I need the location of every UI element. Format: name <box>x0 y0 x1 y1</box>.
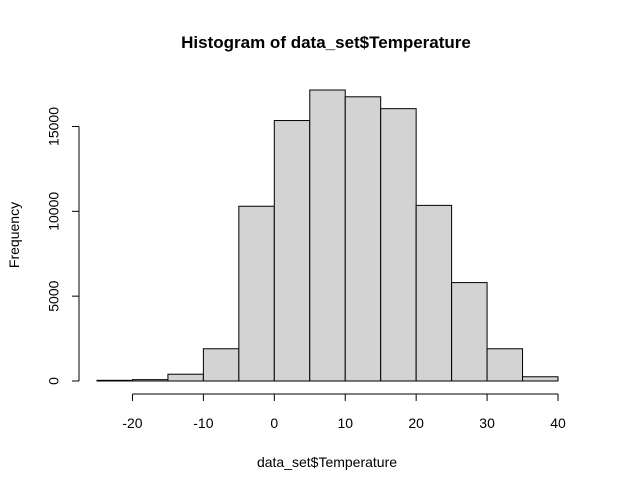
x-tick-label: 10 <box>337 415 353 431</box>
y-tick-label: 10000 <box>46 192 62 231</box>
x-tick-label: 0 <box>270 415 278 431</box>
x-tick-label: -10 <box>193 415 213 431</box>
x-axis-label: data_set$Temperature <box>257 454 397 470</box>
histogram-bar <box>131 379 169 382</box>
histogram-bar <box>522 376 559 382</box>
histogram-bar <box>273 120 311 382</box>
histogram-bar <box>96 379 133 382</box>
y-tick-label: 15000 <box>46 107 62 146</box>
x-axis-ticks: -20 -10 0 10 20 30 40 <box>122 394 566 431</box>
y-axis-ticks: 0 5000 10000 15000 <box>46 107 79 385</box>
histogram-bar <box>344 96 382 382</box>
histogram-bar <box>238 205 275 382</box>
x-tick-label: 30 <box>479 415 495 431</box>
histogram-bar <box>486 348 524 382</box>
x-tick-label: 20 <box>408 415 424 431</box>
histogram-bar <box>451 282 488 382</box>
chart-title: Histogram of data_set$Temperature <box>181 33 471 52</box>
y-axis-label: Frequency <box>6 202 22 268</box>
histogram-bar <box>309 89 346 382</box>
histogram-bar <box>167 373 204 382</box>
y-tick-label: 5000 <box>46 280 62 311</box>
histogram-bar <box>415 204 453 382</box>
x-tick-label: -20 <box>122 415 142 431</box>
bars-group <box>96 89 559 382</box>
histogram-bar <box>202 348 240 382</box>
x-tick-label: 40 <box>550 415 566 431</box>
y-tick-label: 0 <box>46 377 62 385</box>
histogram-bar <box>380 108 417 382</box>
